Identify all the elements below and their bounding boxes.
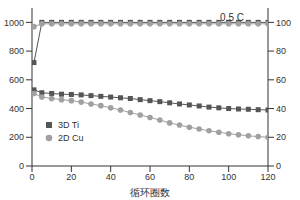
svg-text:100: 100 bbox=[221, 172, 236, 182]
svg-text:80: 80 bbox=[276, 46, 286, 56]
svg-text:120: 120 bbox=[260, 172, 275, 182]
svg-text:0: 0 bbox=[19, 161, 24, 171]
svg-text:60: 60 bbox=[276, 75, 286, 85]
svg-text:60: 60 bbox=[145, 172, 155, 182]
svg-text:200: 200 bbox=[9, 132, 24, 142]
html-text:0.5 C: 0.5 C bbox=[220, 12, 244, 23]
svg-text:0: 0 bbox=[29, 172, 34, 182]
svg-text:0: 0 bbox=[276, 161, 281, 171]
svg-text:20: 20 bbox=[276, 132, 286, 142]
svg-text:100: 100 bbox=[276, 18, 291, 28]
svg-text:40: 40 bbox=[276, 104, 286, 114]
html-text:3D Ti: 3D Ti bbox=[58, 119, 79, 130]
svg-text:80: 80 bbox=[184, 172, 194, 182]
html-text:2D Cu: 2D Cu bbox=[58, 132, 84, 143]
svg-text:20: 20 bbox=[66, 172, 76, 182]
svg-text:40: 40 bbox=[106, 172, 116, 182]
svg-text:循环圈数: 循环圈数 bbox=[130, 187, 170, 198]
svg-text:400: 400 bbox=[9, 104, 24, 114]
svg-text:800: 800 bbox=[9, 46, 24, 56]
svg-text:600: 600 bbox=[9, 75, 24, 85]
svg-text:1000: 1000 bbox=[8, 18, 24, 28]
